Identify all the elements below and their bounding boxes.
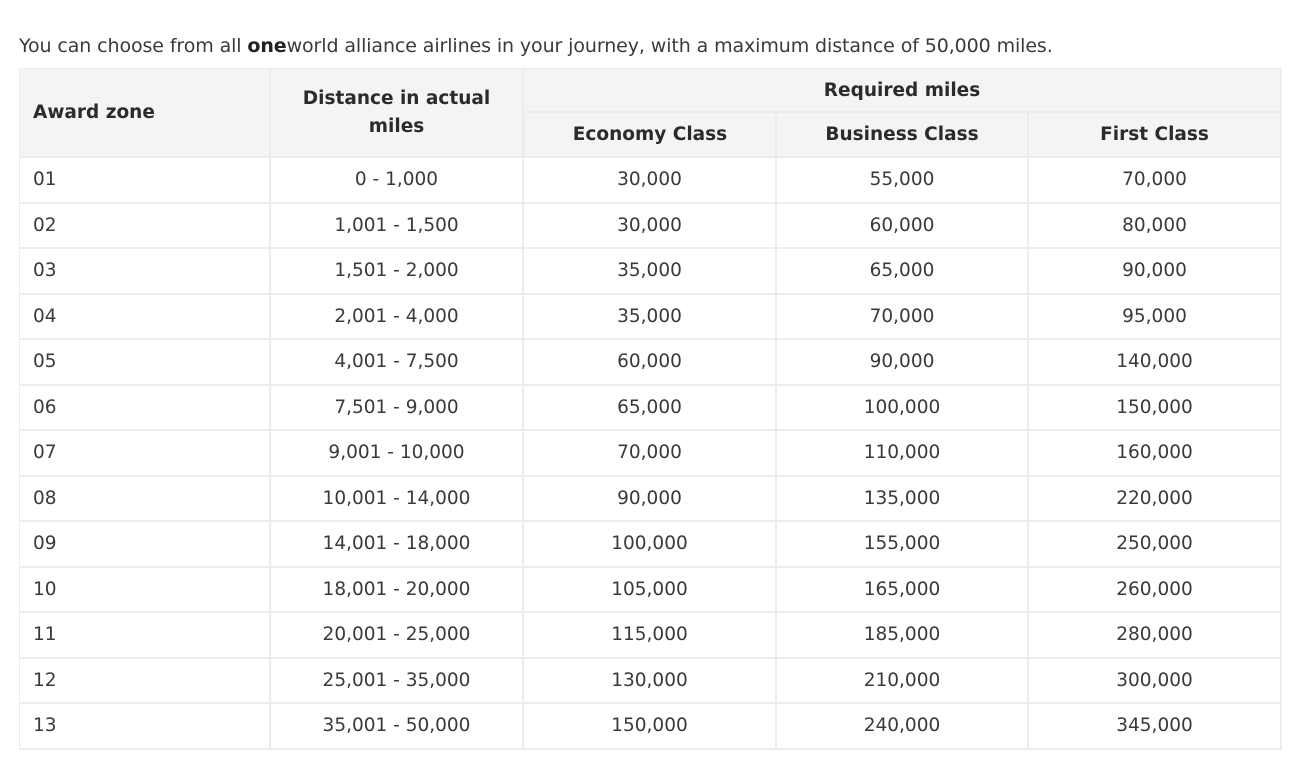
cell-zone: 11 xyxy=(19,613,271,659)
intro-text: You can choose from all oneworld allianc… xyxy=(19,32,1053,60)
cell-business: 135,000 xyxy=(777,476,1029,522)
table-body: 01 0 - 1,000 30,000 55,000 70,000 02 1,0… xyxy=(19,158,1283,750)
intro-text-before: You can choose from all xyxy=(19,35,248,57)
table-row: 07 9,001 - 10,000 70,000 110,000 160,000 xyxy=(19,431,1283,477)
header-row-top: Award zone Distance in actual miles Requ… xyxy=(19,68,1283,158)
cell-zone: 12 xyxy=(19,658,271,704)
cell-economy: 35,000 xyxy=(524,249,777,295)
cell-distance: 10,001 - 14,000 xyxy=(271,476,524,522)
cell-zone: 03 xyxy=(19,249,271,295)
cell-first: 80,000 xyxy=(1029,203,1283,249)
cell-business: 90,000 xyxy=(777,340,1029,386)
cell-economy: 90,000 xyxy=(524,476,777,522)
table-row: 09 14,001 - 18,000 100,000 155,000 250,0… xyxy=(19,522,1283,568)
cell-first: 95,000 xyxy=(1029,294,1283,340)
cell-zone: 07 xyxy=(19,431,271,477)
table-row: 12 25,001 - 35,000 130,000 210,000 300,0… xyxy=(19,658,1283,704)
cell-zone: 04 xyxy=(19,294,271,340)
cell-economy: 35,000 xyxy=(524,294,777,340)
cell-first: 150,000 xyxy=(1029,385,1283,431)
cell-business: 100,000 xyxy=(777,385,1029,431)
cell-distance: 35,001 - 50,000 xyxy=(271,704,524,750)
cell-zone: 06 xyxy=(19,385,271,431)
cell-economy: 60,000 xyxy=(524,340,777,386)
cell-distance: 9,001 - 10,000 xyxy=(271,431,524,477)
cell-first: 160,000 xyxy=(1029,431,1283,477)
table-row: 02 1,001 - 1,500 30,000 60,000 80,000 xyxy=(19,203,1283,249)
cell-distance: 4,001 - 7,500 xyxy=(271,340,524,386)
cell-distance: 0 - 1,000 xyxy=(271,158,524,204)
cell-first: 70,000 xyxy=(1029,158,1283,204)
cell-business: 55,000 xyxy=(777,158,1029,204)
cell-economy: 150,000 xyxy=(524,704,777,750)
cell-zone: 02 xyxy=(19,203,271,249)
header-distance: Distance in actual miles xyxy=(271,68,524,158)
cell-economy: 70,000 xyxy=(524,431,777,477)
table-row: 11 20,001 - 25,000 115,000 185,000 280,0… xyxy=(19,613,1283,659)
cell-zone: 09 xyxy=(19,522,271,568)
cell-economy: 65,000 xyxy=(524,385,777,431)
cell-distance: 20,001 - 25,000 xyxy=(271,613,524,659)
cell-economy: 130,000 xyxy=(524,658,777,704)
cell-zone: 01 xyxy=(19,158,271,204)
cell-distance: 18,001 - 20,000 xyxy=(271,567,524,613)
cell-zone: 10 xyxy=(19,567,271,613)
table-row: 01 0 - 1,000 30,000 55,000 70,000 xyxy=(19,158,1283,204)
cell-business: 155,000 xyxy=(777,522,1029,568)
award-chart-table: Award zone Distance in actual miles Requ… xyxy=(19,68,1283,750)
table-row: 04 2,001 - 4,000 35,000 70,000 95,000 xyxy=(19,294,1283,340)
cell-business: 110,000 xyxy=(777,431,1029,477)
header-required-miles: Required miles xyxy=(524,68,1283,113)
cell-business: 210,000 xyxy=(777,658,1029,704)
intro-text-after: world alliance airlines in your journey,… xyxy=(286,35,1053,57)
cell-business: 60,000 xyxy=(777,203,1029,249)
table-row: 05 4,001 - 7,500 60,000 90,000 140,000 xyxy=(19,340,1283,386)
cell-first: 345,000 xyxy=(1029,704,1283,750)
cell-distance: 2,001 - 4,000 xyxy=(271,294,524,340)
cell-first: 300,000 xyxy=(1029,658,1283,704)
cell-first: 90,000 xyxy=(1029,249,1283,295)
cell-business: 185,000 xyxy=(777,613,1029,659)
header-economy-class: Economy Class xyxy=(524,113,777,158)
cell-business: 165,000 xyxy=(777,567,1029,613)
cell-economy: 115,000 xyxy=(524,613,777,659)
cell-first: 220,000 xyxy=(1029,476,1283,522)
cell-economy: 30,000 xyxy=(524,203,777,249)
cell-business: 70,000 xyxy=(777,294,1029,340)
cell-business: 65,000 xyxy=(777,249,1029,295)
intro-text-bold: one xyxy=(247,35,287,57)
cell-distance: 14,001 - 18,000 xyxy=(271,522,524,568)
cell-zone: 05 xyxy=(19,340,271,386)
cell-economy: 100,000 xyxy=(524,522,777,568)
cell-economy: 105,000 xyxy=(524,567,777,613)
cell-business: 240,000 xyxy=(777,704,1029,750)
header-business-class: Business Class xyxy=(777,113,1029,158)
cell-zone: 08 xyxy=(19,476,271,522)
cell-zone: 13 xyxy=(19,704,271,750)
header-first-class: First Class xyxy=(1029,113,1283,158)
cell-distance: 7,501 - 9,000 xyxy=(271,385,524,431)
table-row: 03 1,501 - 2,000 35,000 65,000 90,000 xyxy=(19,249,1283,295)
cell-distance: 1,501 - 2,000 xyxy=(271,249,524,295)
cell-first: 140,000 xyxy=(1029,340,1283,386)
cell-first: 260,000 xyxy=(1029,567,1283,613)
table-row: 10 18,001 - 20,000 105,000 165,000 260,0… xyxy=(19,567,1283,613)
header-award-zone: Award zone xyxy=(19,68,271,158)
cell-first: 280,000 xyxy=(1029,613,1283,659)
table-row: 06 7,501 - 9,000 65,000 100,000 150,000 xyxy=(19,385,1283,431)
table-row: 13 35,001 - 50,000 150,000 240,000 345,0… xyxy=(19,704,1283,750)
cell-first: 250,000 xyxy=(1029,522,1283,568)
cell-distance: 1,001 - 1,500 xyxy=(271,203,524,249)
cell-distance: 25,001 - 35,000 xyxy=(271,658,524,704)
table-header: Award zone Distance in actual miles Requ… xyxy=(19,68,1283,158)
cell-economy: 30,000 xyxy=(524,158,777,204)
header-row-classes: Economy Class Business Class First Class xyxy=(19,113,1283,158)
table-row: 08 10,001 - 14,000 90,000 135,000 220,00… xyxy=(19,476,1283,522)
